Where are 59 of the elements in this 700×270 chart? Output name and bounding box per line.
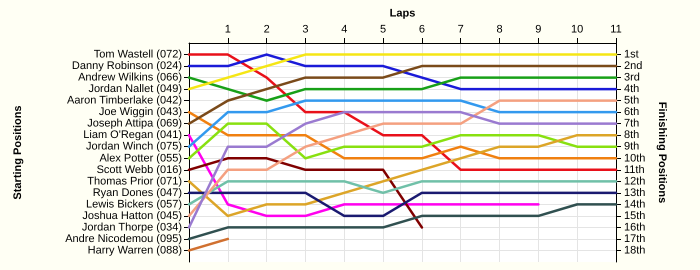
text: Liam O'Regan (041) [83,129,182,142]
x-tick-label: 3 [302,24,309,36]
text: Joshua Hatton (045) [82,210,182,222]
text: Scott Webb (016) [96,164,182,176]
x-axis-title: Laps [390,8,416,20]
x-tick-label: 1 [224,24,231,36]
y-axis-title: Finishing Positions [656,102,668,204]
y-tick-label: 10th [624,152,646,164]
y-tick-label: 6th [624,106,640,118]
y-tick-label: 2nd [624,60,642,72]
text: Harry Warren (088) [88,244,182,256]
y-tick-label: 18th [624,244,646,256]
line-series [188,122,618,160]
line-series [188,53,618,90]
text: Jordan Thorpe (034) [82,221,182,234]
line-series [188,203,618,240]
y-tick-label: 8th [624,129,640,142]
y-tick-label: 5th [624,94,640,107]
text: Jordan Winch (075) [86,140,182,153]
text: Thomas Prior (071) [87,175,182,188]
text: Lewis Bickers (057) [86,198,182,210]
x-tick-label: 9 [535,24,542,36]
line-series [188,99,618,218]
x-tick-label: 6 [418,24,425,36]
y-tick-label: 12th [624,175,646,188]
y-tick-label: 4th [624,83,640,96]
x-tick-label: 8 [496,24,503,36]
x-tick-label: 2 [264,24,270,36]
line-series [188,134,618,218]
text: Alex Potter (055) [99,152,182,164]
text: Danny Robinson (024) [72,60,182,72]
text: Tom Wastell (072) [94,48,182,61]
y-tick-label: 13th [624,186,646,199]
y-tick-label: 1st [624,48,639,61]
x-tick-label: 5 [380,24,386,36]
text: Aaron Timberlake (042) [67,94,182,107]
y-tick-label: 16th [624,221,646,234]
x-tick-label: 11 [610,24,622,36]
text: Starting Positions [12,105,24,200]
y-tick-label: 9th [624,140,640,153]
y-tick-label: 7th [624,118,640,130]
x-tick-label: 10 [571,24,584,36]
y-tick-label: 11th [624,164,645,176]
y-tick-label: 15th [624,210,646,222]
line-series [188,110,618,229]
text: Ryan Dones (047) [92,186,182,199]
line-series [188,64,618,125]
text: Andre Nicodemou (095) [65,232,182,245]
y-tick-label: 17th [624,232,646,245]
text: Joseph Attipa (069) [87,118,182,130]
text: Jordan Nallet (049) [88,83,182,96]
y-tick-label: 3rd [624,72,640,84]
text: Joe Wiggin (043) [98,106,182,118]
y-tick-label: 14th [624,198,646,210]
line-series [188,110,618,160]
x-tick-label: 7 [458,24,464,36]
text: Andrew Wilkins (066) [78,72,182,84]
line-series [188,53,618,172]
x-tick-label: 4 [341,24,348,36]
